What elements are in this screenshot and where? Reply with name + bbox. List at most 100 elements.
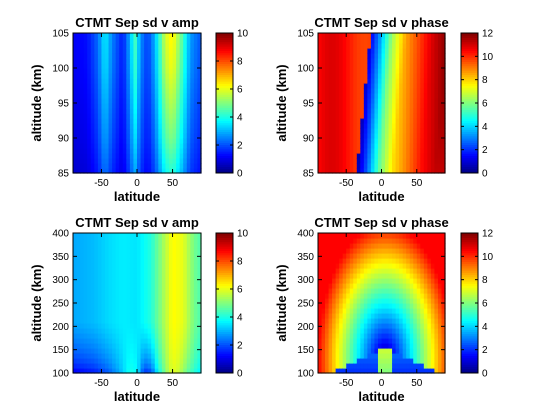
colorbar-segment [461, 289, 478, 293]
heatmap-cell [370, 128, 376, 134]
heatmap-cell [360, 148, 365, 154]
colorbar-tick-label: 12 [482, 229, 494, 240]
heatmap-cell [339, 268, 344, 274]
heatmap-cell [87, 318, 92, 324]
heatmap-cell [151, 143, 156, 149]
heatmap-cell [183, 93, 188, 99]
heatmap-cell [385, 288, 390, 294]
heatmap-cell [420, 363, 425, 369]
heatmap-cell [165, 303, 170, 309]
heatmap-cell [430, 118, 436, 124]
heatmap-cell [94, 258, 99, 264]
heatmap-cell [122, 103, 127, 109]
heatmap-cell [427, 78, 432, 84]
heatmap-cell [423, 288, 428, 294]
heatmap-cell [73, 83, 78, 89]
heatmap-cell [97, 148, 103, 154]
heatmap-cell [346, 318, 351, 324]
heatmap-cell [112, 123, 117, 129]
heatmap-cell [409, 33, 414, 39]
heatmap-cell [335, 308, 340, 314]
heatmap-cell [147, 368, 152, 374]
heatmap-cell [430, 63, 436, 69]
colorbar-segment [216, 138, 233, 141]
heatmap-cell [374, 148, 379, 154]
heatmap-cell [140, 368, 145, 374]
heatmap-cell [423, 338, 428, 344]
heatmap-cell [409, 263, 414, 269]
heatmap-cell [430, 43, 436, 49]
heatmap-cell [402, 48, 407, 54]
heatmap-cell [193, 133, 199, 139]
heatmap-cell [367, 88, 372, 94]
heatmap-cell [342, 43, 347, 49]
heatmap-cell [420, 168, 425, 174]
heatmap-cell [108, 273, 113, 279]
heatmap-cell [392, 293, 397, 299]
heatmap-cell [416, 318, 421, 324]
heatmap-cell [332, 113, 337, 119]
heatmap-cell [108, 343, 113, 349]
heatmap-cell [406, 103, 411, 109]
heatmap-cell [137, 48, 142, 54]
heatmap-cell [147, 273, 152, 279]
heatmap-cell [108, 108, 113, 114]
heatmap-cell [169, 38, 174, 44]
heatmap-cell [437, 148, 443, 154]
heatmap-cell [154, 48, 159, 54]
heatmap-cell [154, 288, 159, 294]
heatmap-cell [172, 78, 177, 84]
heatmap-cell [363, 73, 368, 79]
heatmap-cell [197, 288, 202, 294]
heatmap-cell [144, 333, 149, 339]
heatmap-cell [406, 243, 411, 249]
heatmap-cell [367, 58, 372, 64]
heatmap-cell [179, 78, 184, 84]
heatmap-cell [197, 243, 202, 249]
heatmap-cell [151, 268, 156, 274]
heatmap-cell [353, 113, 358, 119]
heatmap-cell [193, 268, 199, 274]
heatmap-cell [377, 138, 383, 144]
heatmap-cell [423, 68, 428, 74]
heatmap-cell [126, 313, 131, 319]
heatmap-cell [154, 348, 159, 354]
heatmap-cell [377, 128, 383, 134]
heatmap-cell [430, 243, 436, 249]
heatmap-cell [434, 143, 439, 149]
heatmap-cell [409, 353, 414, 359]
heatmap-cell [144, 263, 149, 269]
heatmap-cell [381, 153, 386, 159]
heatmap-cell [115, 103, 120, 109]
heatmap-cell [129, 348, 135, 354]
x-tick-label: -50 [339, 378, 354, 389]
heatmap-cell [420, 143, 425, 149]
heatmap-cell [193, 358, 199, 364]
colorbar-segment [461, 309, 478, 313]
heatmap-cell [399, 123, 404, 129]
heatmap-cell [423, 128, 428, 134]
heatmap-cell [353, 253, 358, 259]
heatmap-cell [197, 233, 202, 239]
heatmap-cell [427, 113, 432, 119]
heatmap-cell [73, 138, 78, 144]
heatmap-cell [73, 38, 78, 44]
heatmap-cell [374, 128, 379, 134]
heatmap-cell [179, 353, 184, 359]
heatmap-cell [158, 293, 163, 299]
heatmap-cell [346, 143, 351, 149]
heatmap-cell [101, 323, 106, 329]
heatmap-cell [328, 248, 333, 254]
heatmap-cell [353, 293, 358, 299]
y-tick-label: 350 [297, 252, 314, 263]
heatmap-cell [76, 343, 81, 349]
x-tick-label: 0 [379, 178, 385, 189]
heatmap-cell [144, 63, 149, 69]
heatmap-cell [370, 103, 376, 109]
heatmap-cell [377, 313, 383, 319]
heatmap-cell [427, 68, 432, 74]
heatmap-cell [154, 233, 159, 239]
heatmap-cell [122, 243, 127, 249]
